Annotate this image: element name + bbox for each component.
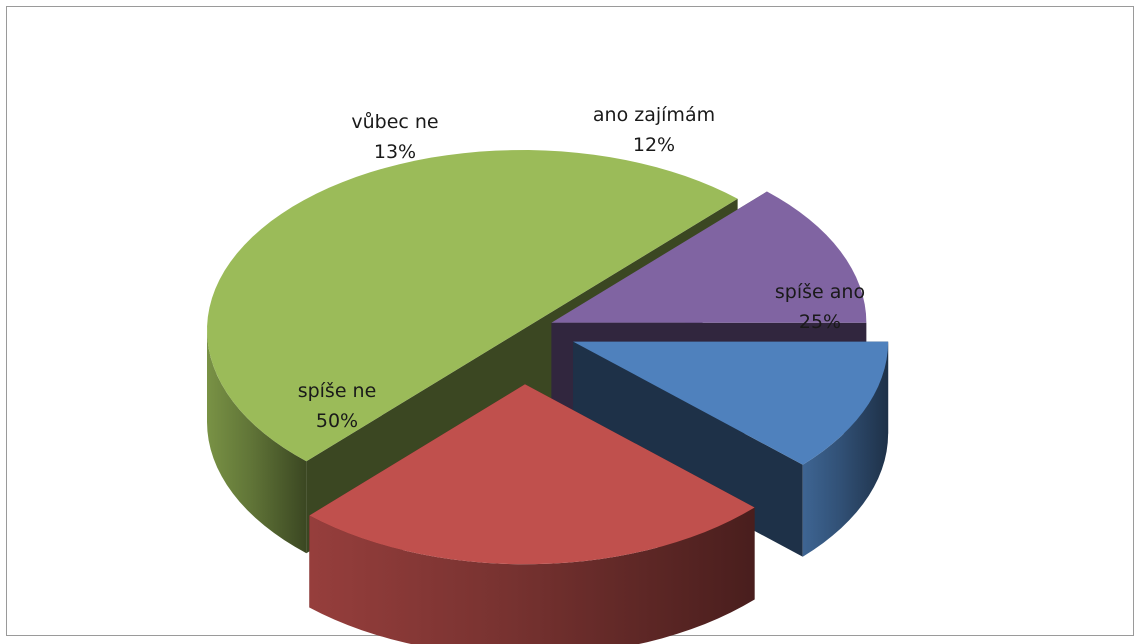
pie-slice xyxy=(207,150,738,462)
pie-labels: ano zajímám 12% spíše ano 25% spíše ne 50% vůb… xyxy=(298,104,865,432)
slice-value-label: 13% xyxy=(374,141,416,163)
pie-slice-side xyxy=(802,341,889,557)
slice-category-label: vůbec ne xyxy=(351,111,438,133)
slice-category-label: spíše ne xyxy=(298,380,377,402)
pie-slice-side xyxy=(309,507,755,644)
slice-value-label: 50% xyxy=(316,410,358,432)
pie-tops xyxy=(207,150,889,565)
slice-category-label: spíše ano xyxy=(775,281,865,303)
pie-slice xyxy=(551,191,867,323)
pie-slice-side xyxy=(207,330,307,554)
pie-slice xyxy=(573,341,889,465)
slice-value-label: 25% xyxy=(799,311,841,333)
pie-slice xyxy=(309,384,755,565)
slice-value-label: 12% xyxy=(633,134,675,156)
slice-category-label: ano zajímám xyxy=(593,104,715,126)
